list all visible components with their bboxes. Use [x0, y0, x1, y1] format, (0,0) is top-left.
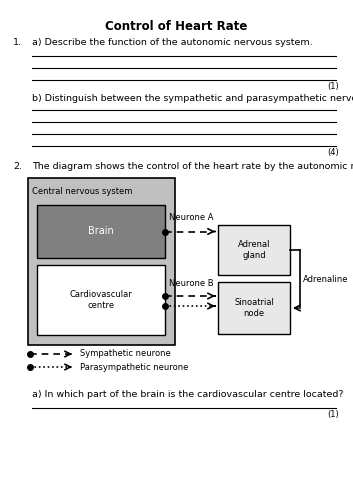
- Text: The diagram shows the control of the heart rate by the autonomic nervous system.: The diagram shows the control of the hea…: [32, 162, 353, 171]
- Text: Central nervous system: Central nervous system: [32, 187, 132, 196]
- Bar: [218, 282, 290, 334]
- Text: a) Describe the function of the autonomic nervous system.: a) Describe the function of the autonomi…: [32, 38, 313, 47]
- Text: Neurone B: Neurone B: [169, 279, 214, 288]
- Text: 2.: 2.: [13, 162, 22, 171]
- Text: Adrenaline: Adrenaline: [303, 274, 348, 283]
- Text: a) In which part of the brain is the cardiovascular centre located?: a) In which part of the brain is the car…: [32, 390, 343, 399]
- Text: Brain: Brain: [88, 226, 114, 236]
- Text: Parasympathetic neurone: Parasympathetic neurone: [80, 362, 189, 372]
- Bar: [37, 265, 165, 335]
- Text: Cardiovascular
centre: Cardiovascular centre: [70, 290, 132, 310]
- Bar: [37, 205, 165, 258]
- Text: Control of Heart Rate: Control of Heart Rate: [105, 20, 247, 33]
- Bar: [28, 178, 175, 345]
- Text: b) Distinguish between the sympathetic and parasympathetic nervous system.: b) Distinguish between the sympathetic a…: [32, 94, 353, 103]
- Text: Adrenal
gland: Adrenal gland: [238, 240, 270, 260]
- Text: (4): (4): [327, 148, 339, 157]
- Text: Neurone A: Neurone A: [169, 212, 214, 222]
- Text: Sympathetic neurone: Sympathetic neurone: [80, 350, 171, 358]
- Text: (1): (1): [327, 410, 339, 419]
- Text: (1): (1): [327, 82, 339, 91]
- Bar: [218, 225, 290, 275]
- Text: 1.: 1.: [13, 38, 22, 47]
- Text: Sinoatrial
node: Sinoatrial node: [234, 298, 274, 318]
